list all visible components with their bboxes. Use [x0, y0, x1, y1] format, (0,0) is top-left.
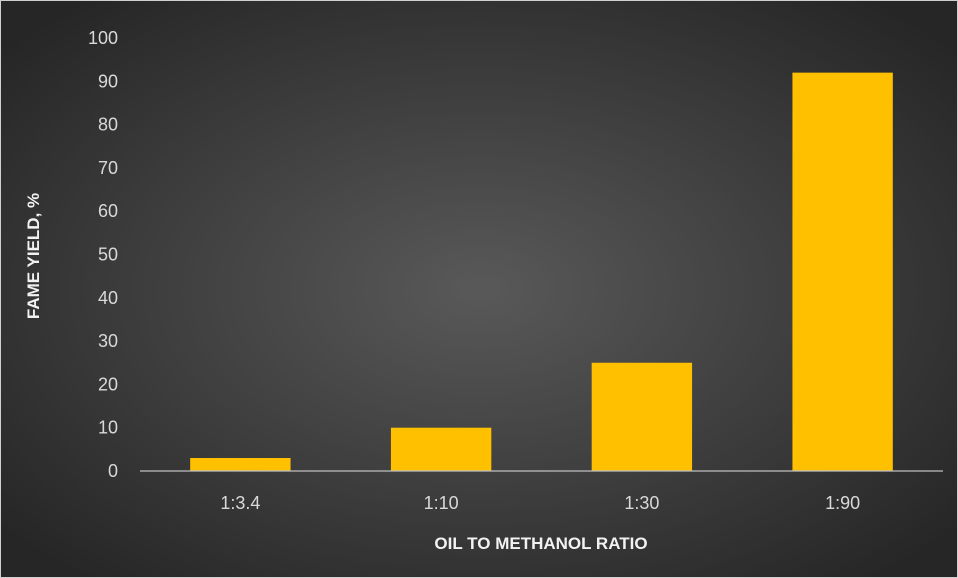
y-tick-label: 10: [98, 418, 118, 438]
x-tick-label: 1:3.4: [220, 493, 260, 513]
y-tick-label: 60: [98, 201, 118, 221]
y-tick-label: 0: [108, 461, 118, 481]
y-axis-tick-labels: 0 10 20 30 40 50 60 70 80 90 100: [88, 28, 118, 481]
bar-4: [792, 72, 893, 471]
x-axis-tick-labels: 1:3.4 1:10 1:30 1:90: [220, 493, 860, 513]
y-tick-label: 30: [98, 331, 118, 351]
y-tick-label: 100: [88, 28, 118, 48]
bar-3: [591, 362, 693, 471]
y-tick-label: 20: [98, 374, 118, 394]
bar-2: [390, 427, 492, 471]
x-tick-label: 1:90: [825, 493, 860, 513]
y-tick-label: 50: [98, 245, 118, 265]
x-tick-label: 1:30: [624, 493, 659, 513]
y-tick-label: 90: [98, 71, 118, 91]
y-axis-title: FAME YIELD, %: [24, 193, 43, 319]
bar-series: [190, 72, 893, 471]
y-tick-label: 80: [98, 115, 118, 135]
x-axis-title: OIL TO METHANOL RATIO: [434, 534, 647, 553]
bar-1: [190, 458, 291, 471]
y-tick-label: 40: [98, 288, 118, 308]
y-tick-label: 70: [98, 158, 118, 178]
x-tick-label: 1:10: [424, 493, 459, 513]
